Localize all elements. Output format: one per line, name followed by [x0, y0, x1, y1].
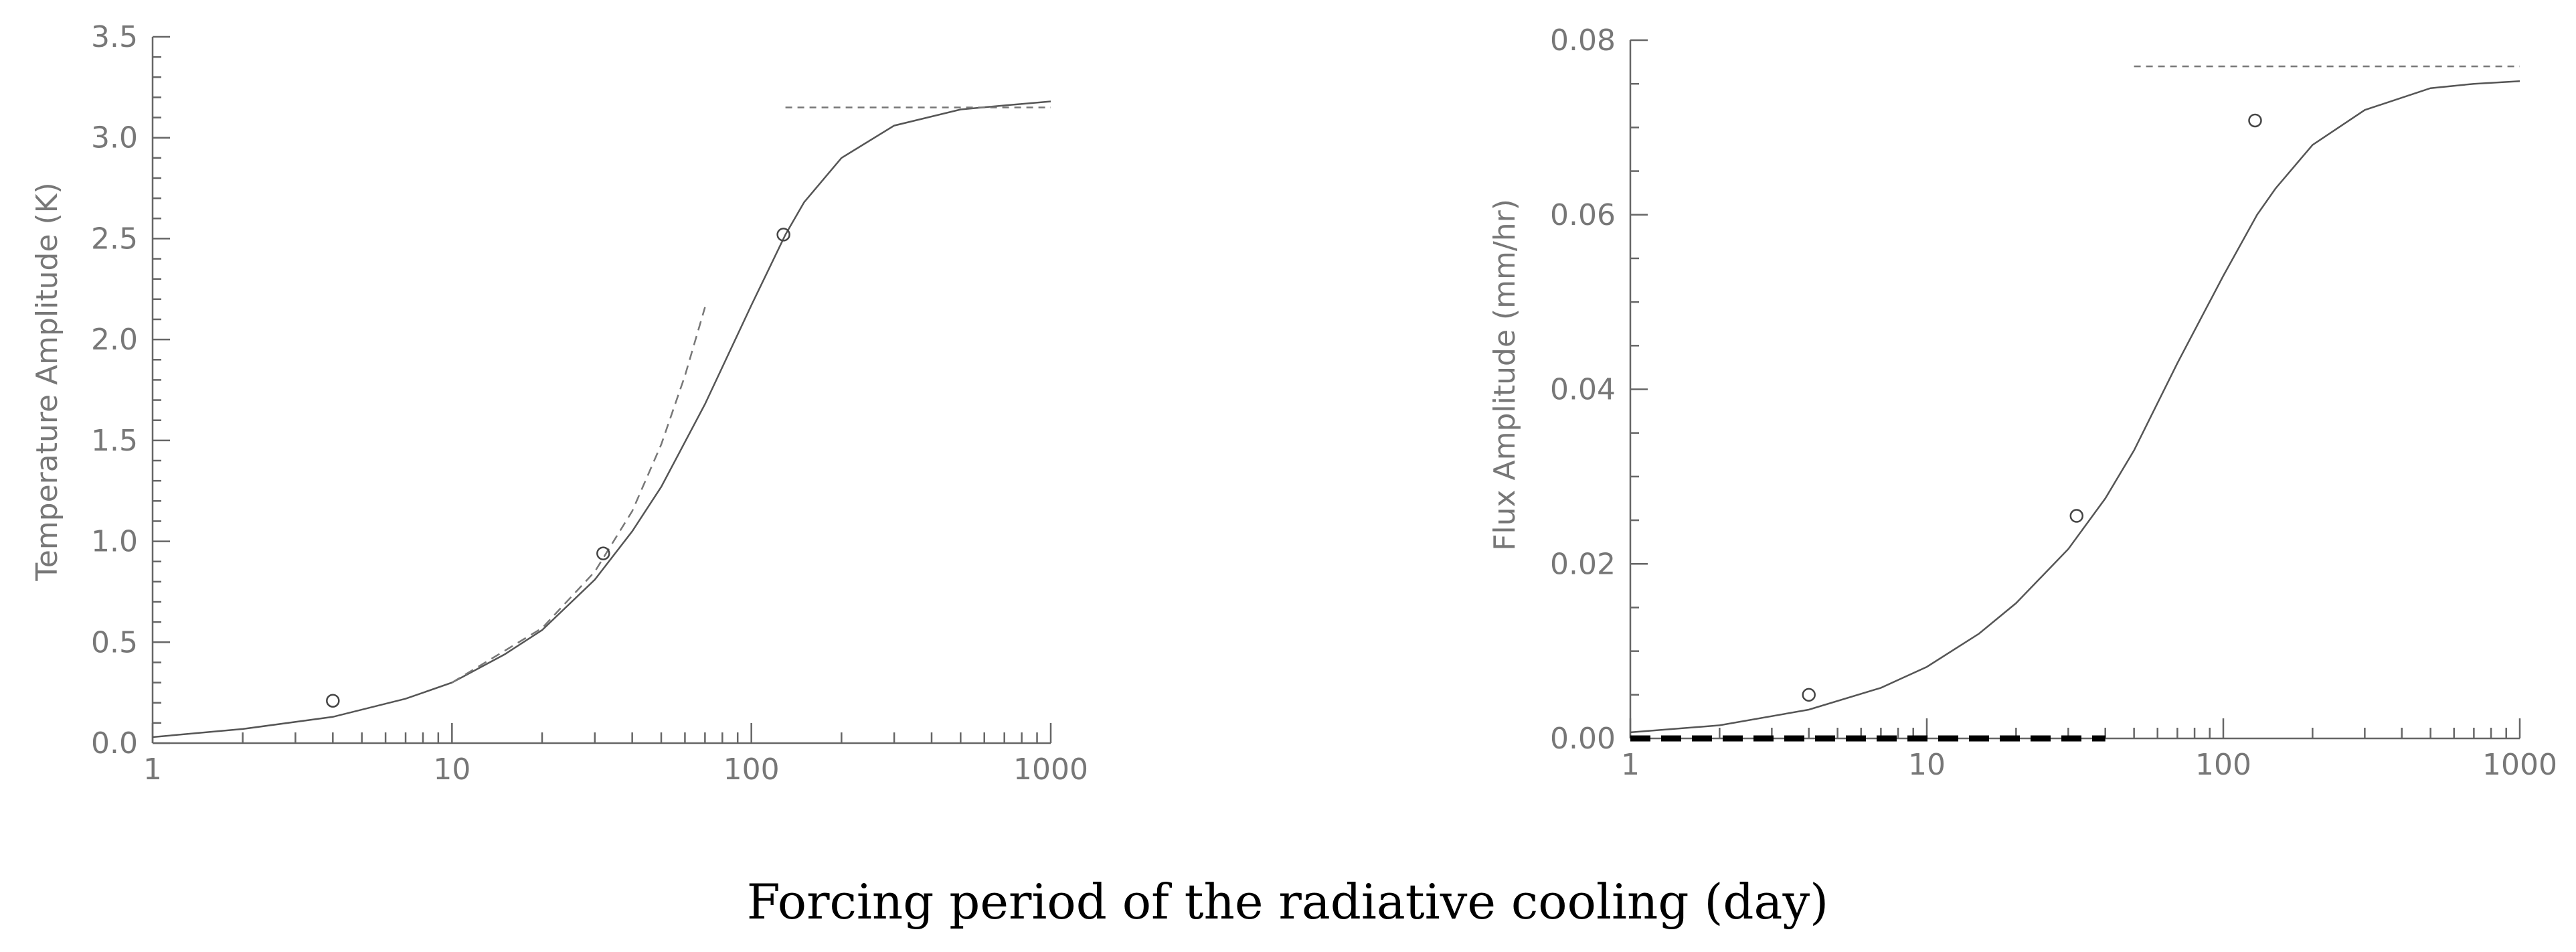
temperature-amplitude-chart: 0.0 0.5 1.0 1.5 2.0 2.5 3.0 3.5 1 10 100 1000 Temper… — [30, 20, 1088, 787]
y-tick-label: 1.0 — [91, 525, 138, 559]
figure-caption: Forcing period of the radiative cooling … — [747, 874, 1828, 930]
simulation-marker — [2069, 509, 2084, 523]
y-tick-label: 0.00 — [1550, 722, 1616, 756]
y-tick-label: 0.06 — [1550, 198, 1616, 232]
y-tick-label: 0.5 — [91, 625, 138, 659]
y-tick-label: 0.02 — [1550, 547, 1616, 581]
model-curve — [1630, 80, 2520, 734]
y-tick-label: 0.04 — [1550, 373, 1616, 407]
y-axis-title: Flux Amplitude (mm/hr) — [1488, 199, 1522, 551]
simulation-marker — [776, 228, 790, 242]
x-tick-label: 100 — [2195, 748, 2251, 782]
x-tick-label: 10 — [1908, 748, 1946, 782]
model-curve — [152, 100, 1051, 738]
y-axis-title: Temperature Amplitude (K) — [30, 182, 64, 581]
x-tick-label: 1 — [1621, 748, 1640, 782]
x-tick-label: 10 — [433, 752, 470, 787]
flux-amplitude-chart: 0.00 0.02 0.04 0.06 0.08 1 10 100 1000 Flux Ampli… — [1488, 23, 2557, 782]
y-tick-label: 0.08 — [1550, 23, 1616, 58]
y-tick-label: 3.0 — [91, 121, 138, 155]
y-tick-label: 2.5 — [91, 222, 138, 256]
y-tick-label: 1.5 — [91, 424, 138, 458]
x-tick-label: 1000 — [2482, 748, 2557, 782]
simulation-marker — [596, 546, 610, 560]
x-tick-label: 1000 — [1013, 752, 1088, 787]
simulation-marker — [326, 694, 340, 708]
simulation-marker — [2248, 113, 2262, 128]
y-tick-label: 3.5 — [91, 20, 138, 54]
x-tick-label: 1 — [143, 752, 162, 787]
y-tick-label: 2.0 — [91, 323, 138, 357]
x-tick-label: 100 — [723, 752, 780, 787]
simulation-marker — [1802, 688, 1816, 702]
small-period-asymptote-line — [451, 307, 706, 684]
y-tick-label: 0.0 — [91, 726, 138, 761]
